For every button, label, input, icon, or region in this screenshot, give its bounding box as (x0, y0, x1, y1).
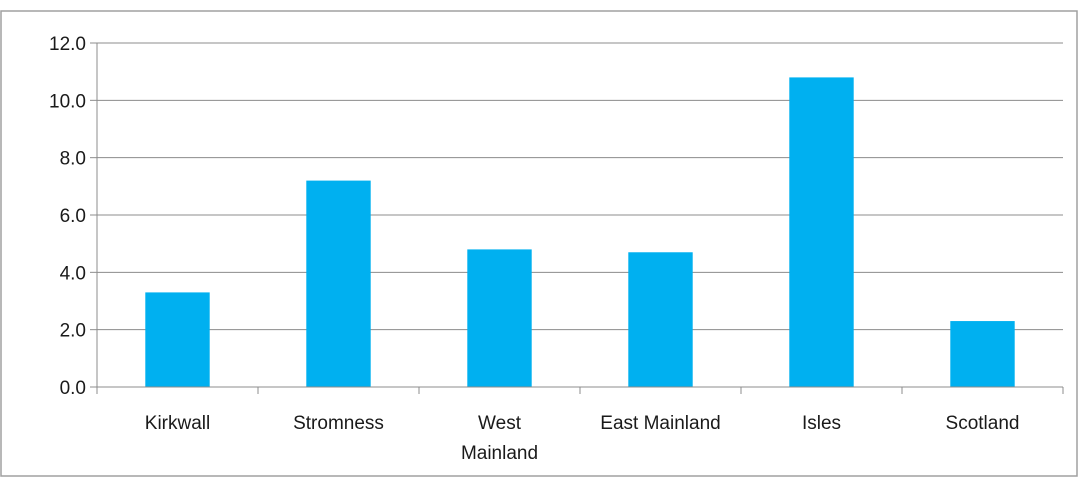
y-tick-labels: 0.0 2.0 4.0 6.0 8.0 10.0 12.0 (49, 34, 97, 399)
bar-west-mainland (467, 249, 532, 387)
bar-kirkwall (145, 292, 210, 387)
x-tick-label: West Mainland (461, 413, 538, 464)
x-tick-label: Kirkwall (145, 413, 210, 434)
bar-isles (789, 77, 854, 388)
y-tick-label: 4.0 (60, 263, 86, 284)
x-tick-label: Stromness (293, 413, 384, 434)
chart-border (0, 10, 1078, 477)
x-tick-labels: Kirkwall Stromness West Mainland East Mainla… (145, 413, 1020, 464)
x-tick-label: Scotland (946, 413, 1020, 434)
x-tick-label: Isles (802, 413, 841, 434)
y-tick-label: 10.0 (49, 91, 86, 112)
bar-stromness (306, 180, 371, 387)
x-tick-label: East Mainland (600, 413, 720, 434)
y-tick-label: 6.0 (60, 206, 86, 227)
y-tick-label: 8.0 (60, 149, 86, 170)
bars (145, 77, 1015, 388)
bar-scotland (950, 321, 1015, 387)
y-tick-label: 2.0 (60, 321, 86, 342)
bar-east-mainland (628, 252, 693, 387)
y-tick-label: 0.0 (60, 378, 86, 399)
gridlines (97, 42, 1063, 331)
y-tick-label: 12.0 (49, 34, 86, 55)
